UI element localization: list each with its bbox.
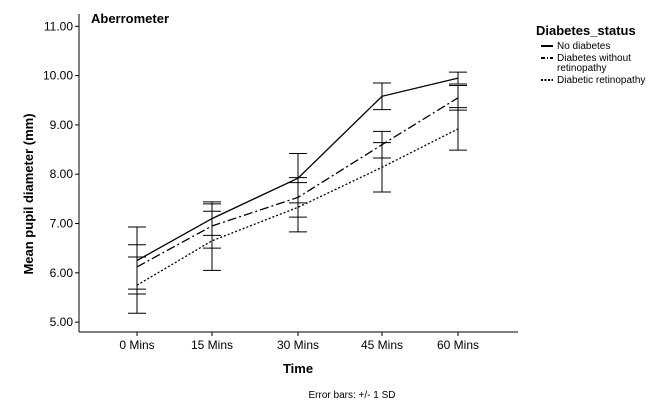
y-tick-label: 11.00	[44, 19, 73, 33]
x-tick-label: 60 Mins	[437, 338, 479, 352]
axes-layer: 5.00 6.00 7.00 8.00 9.00 10.00 11.00 0 Mins 15 M…	[43, 14, 518, 352]
series-line-1	[136, 77, 459, 262]
y-tick-label: 9.00	[50, 118, 74, 132]
y-tick-label: 5.00	[50, 315, 74, 329]
y-tick-label: 8.00	[50, 167, 74, 181]
legend-title: Diabetes_status	[536, 23, 636, 38]
error-bars-layer	[128, 71, 467, 314]
x-tick-label: 30 Mins	[277, 338, 319, 352]
legend-label: Diabetes without	[557, 53, 631, 64]
x-tick-label: 0 Mins	[119, 338, 154, 352]
legend-label: retinopathy	[557, 63, 606, 74]
y-axis-title: Mean pupil diameter (mm)	[21, 113, 36, 274]
x-axis-title: Time	[283, 361, 313, 376]
y-tick-label: 10.00	[43, 69, 73, 83]
series-line-3	[136, 128, 459, 286]
chart-title: Aberrometer	[91, 11, 169, 26]
x-tick-label: 15 Mins	[191, 338, 233, 352]
x-tick-label: 45 Mins	[361, 338, 403, 352]
legend-label: No diabetes	[557, 41, 610, 52]
error-bars-note: Error bars: +/- 1 SD	[309, 390, 396, 401]
y-tick-label: 6.00	[50, 266, 74, 280]
legend-label: Diabetic retinopathy	[557, 75, 645, 86]
y-tick-label: 7.00	[50, 217, 74, 231]
series-line-2	[136, 97, 459, 268]
series-lines-layer	[136, 77, 459, 286]
